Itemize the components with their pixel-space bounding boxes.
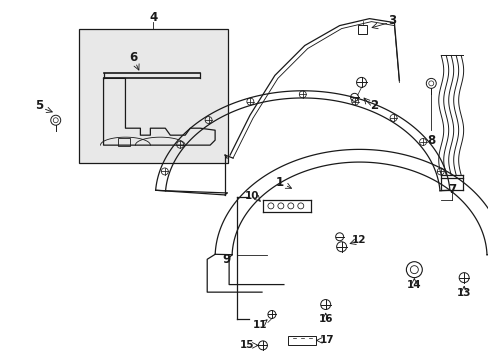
Text: 13: 13 <box>456 288 470 298</box>
Text: 8: 8 <box>427 134 434 147</box>
Text: 3: 3 <box>387 14 396 27</box>
Text: 6: 6 <box>129 51 137 64</box>
Bar <box>79 28 227 163</box>
Text: 9: 9 <box>222 253 230 266</box>
Text: 5: 5 <box>35 99 43 112</box>
Text: 1: 1 <box>275 176 284 189</box>
Text: 12: 12 <box>351 235 366 245</box>
Text: 4: 4 <box>149 11 157 24</box>
Text: 10: 10 <box>244 191 259 201</box>
Text: 11: 11 <box>252 320 266 330</box>
Bar <box>357 24 366 33</box>
Text: 15: 15 <box>239 340 253 350</box>
Text: 14: 14 <box>406 280 421 289</box>
Text: 16: 16 <box>318 314 332 324</box>
Bar <box>287 336 315 345</box>
Text: 7: 7 <box>447 184 455 197</box>
Text: 2: 2 <box>370 99 378 112</box>
Bar <box>118 138 130 146</box>
Text: 17: 17 <box>319 336 334 345</box>
